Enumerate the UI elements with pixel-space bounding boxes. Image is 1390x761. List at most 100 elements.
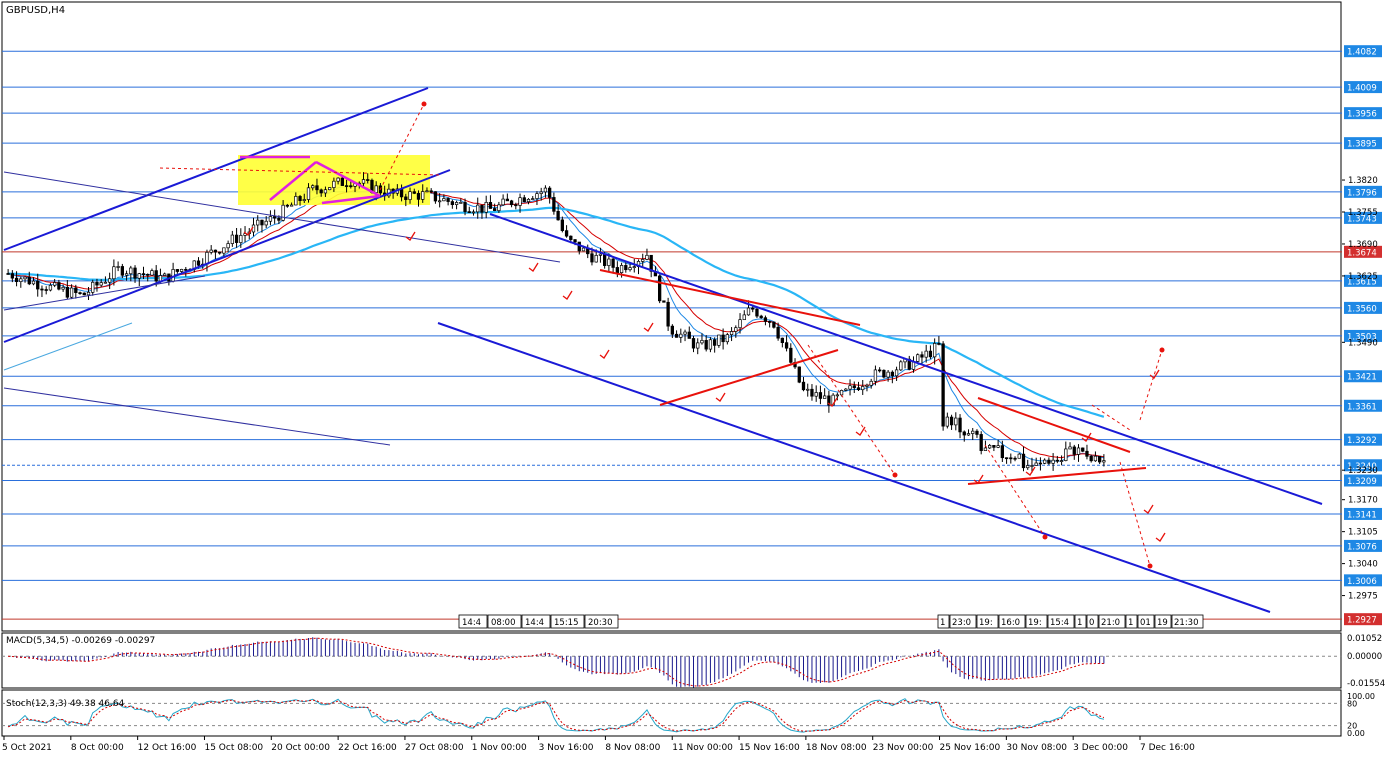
candle-body — [374, 185, 378, 193]
candle-body — [446, 198, 450, 202]
candle-body — [120, 266, 124, 276]
session-marker-label: 21:0 — [1101, 618, 1120, 628]
candle-body — [311, 185, 315, 189]
candle-body — [1102, 460, 1106, 463]
candlesticks — [6, 172, 1106, 473]
level-label: 1.3076 — [1347, 542, 1377, 552]
candle-body — [344, 185, 349, 187]
candle-body — [1055, 459, 1059, 462]
candle-body — [933, 343, 937, 358]
candle-body — [116, 266, 120, 268]
candle-body — [696, 342, 700, 349]
candle-body — [1089, 455, 1093, 462]
session-marker-box — [1137, 614, 1155, 629]
candle-body — [256, 219, 260, 226]
candle-body — [1026, 465, 1030, 469]
check-mark — [1149, 369, 1160, 379]
candle-body — [1081, 447, 1085, 452]
candle-body — [569, 235, 573, 240]
candle-body — [548, 187, 552, 198]
candle-body — [564, 230, 569, 237]
candle-body — [95, 281, 99, 286]
candle-body — [806, 388, 810, 391]
candle-body — [234, 234, 239, 243]
candle-body — [882, 369, 886, 378]
candle-body — [556, 210, 560, 221]
level-badge — [1344, 433, 1382, 446]
level-label: 1.3141 — [1347, 510, 1377, 520]
candle-body — [141, 273, 146, 275]
candle-body — [628, 267, 632, 271]
candle-body — [509, 200, 514, 206]
time-label: 1 Nov 00:00 — [472, 743, 527, 753]
candle-body — [463, 202, 467, 212]
candle-body — [86, 291, 91, 296]
candle-body — [281, 204, 285, 221]
session-marker-label: 21:30 — [1174, 618, 1199, 628]
candle-body — [471, 211, 476, 214]
candle-body — [746, 307, 751, 316]
candle-body — [649, 254, 653, 272]
candle-body — [784, 342, 789, 349]
candle-body — [298, 196, 302, 201]
stoch-d-line — [7, 699, 1105, 732]
time-label: 12 Oct 16:00 — [138, 743, 197, 753]
candle-body — [425, 190, 429, 193]
candle-body — [966, 433, 971, 436]
candle-body — [526, 198, 531, 203]
candle-body — [505, 198, 509, 202]
level-label: 1.3421 — [1347, 373, 1377, 383]
candle-body — [213, 249, 218, 253]
candle-body — [522, 197, 526, 203]
trend-drawings — [3, 87, 1323, 613]
session-marker-box — [1154, 614, 1172, 629]
projection-down-2 — [984, 444, 1046, 538]
time-label: 23 Nov 00:00 — [873, 743, 934, 753]
candle-body — [319, 189, 323, 194]
level-badge — [1344, 211, 1382, 224]
candle-body — [433, 191, 438, 202]
check-mark — [1155, 532, 1166, 542]
level-label: 1.3615 — [1347, 277, 1377, 287]
candle-body — [552, 197, 556, 212]
candle-body — [734, 327, 738, 332]
candle-body — [91, 281, 95, 293]
candle-body — [302, 199, 306, 201]
arrow-head — [1159, 347, 1165, 353]
candle-body — [945, 416, 949, 427]
candle-body — [366, 179, 370, 181]
stoch-axis-label: 0.00 — [1347, 729, 1365, 738]
candle-body — [175, 269, 179, 272]
candle-body — [886, 371, 890, 378]
candle-body — [894, 369, 899, 377]
time-axis: 5 Oct 2021 8 Oct 00:00 12 Oct 16:00 15 Oct … — [2, 736, 1195, 753]
candle-body — [61, 286, 65, 290]
candle-body — [848, 385, 852, 390]
channel-upper-line-2 — [489, 213, 1323, 505]
stoch-k-line — [7, 698, 1105, 733]
candle-body — [1030, 465, 1034, 467]
channel-lower-line-2 — [437, 322, 1271, 613]
time-label: 30 Nov 08:00 — [1006, 743, 1067, 753]
price-tick-label: 1.3625 — [1348, 272, 1378, 282]
stoch-axis-label: 100.00 — [1347, 692, 1375, 701]
candle-body — [349, 185, 353, 188]
candle-body — [852, 385, 856, 389]
session-marker-box — [949, 614, 977, 629]
candle-body — [869, 380, 873, 386]
session-marker-label: 0 — [1089, 618, 1094, 628]
candle-body — [598, 253, 603, 256]
candle-body — [285, 204, 289, 207]
candle-body — [742, 314, 746, 321]
level-label: 1.3796 — [1347, 188, 1377, 198]
ma-slow-line — [8, 206, 1105, 418]
candle-body — [239, 235, 243, 243]
session-marker-label: 19 — [1157, 618, 1168, 628]
check-mark — [855, 426, 866, 436]
candle-body — [603, 253, 607, 266]
candle-body — [1013, 457, 1017, 460]
candle-body — [954, 417, 958, 426]
session-marker-label: 16:0 — [1001, 618, 1020, 628]
candle-body — [543, 187, 548, 193]
